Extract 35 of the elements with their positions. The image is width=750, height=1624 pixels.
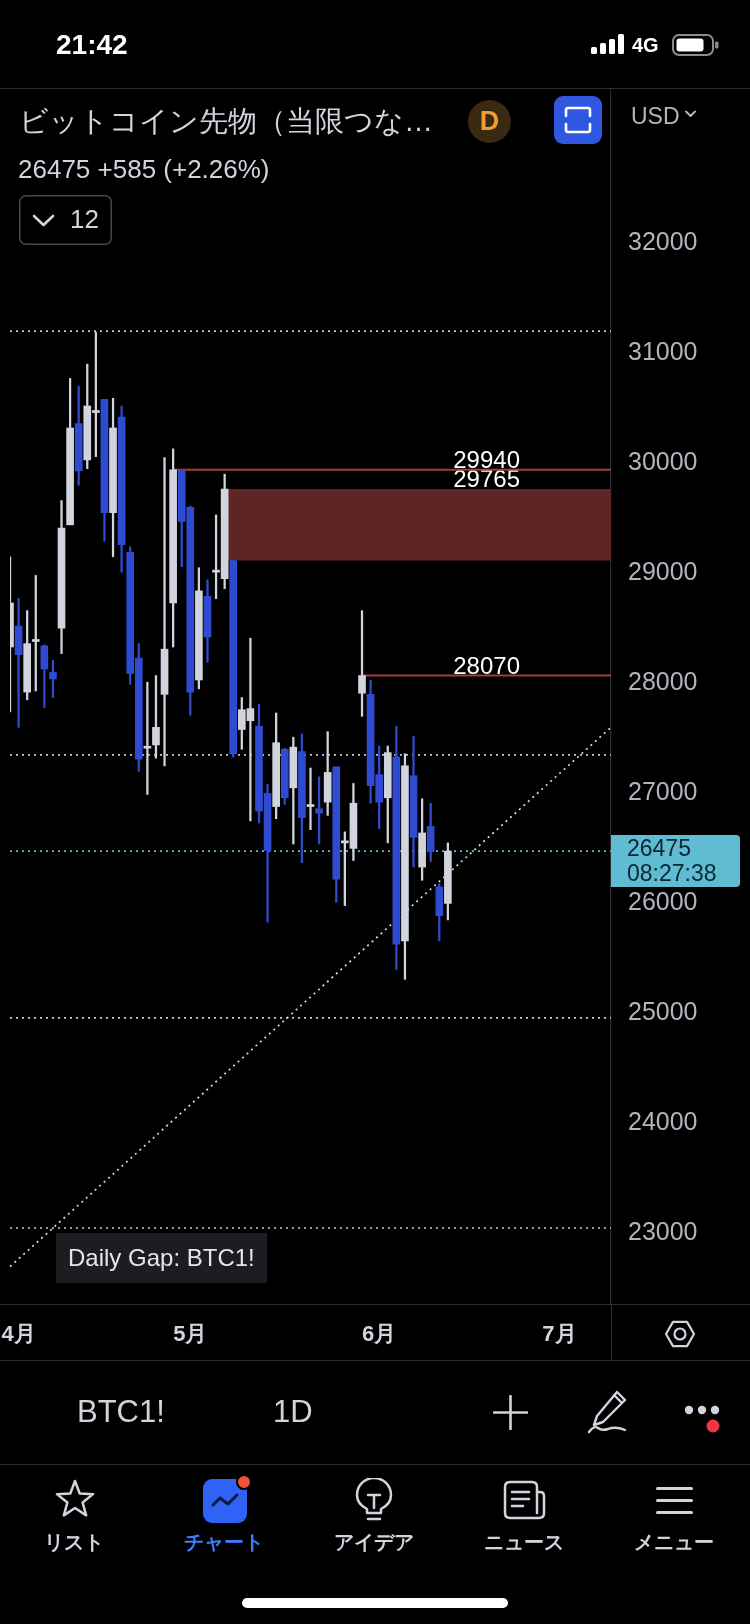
x-tick-label: 6月 <box>362 1321 397 1347</box>
y-tick-label: 30000 <box>628 447 698 476</box>
y-tick-label: 25000 <box>628 997 698 1026</box>
x-tick-label: 5月 <box>173 1321 208 1347</box>
x-tick-label: 4月 <box>1 1321 36 1347</box>
text: USD <box>631 102 680 131</box>
text: 26475 +585 (+2.26%) <box>18 153 270 185</box>
text: ビットコイン先物（当限つな… <box>19 104 433 138</box>
candlestick <box>143 681 152 795</box>
candlestick <box>14 598 23 728</box>
text: リスト <box>44 1530 104 1555</box>
y-tick-label: 24000 <box>628 1107 698 1136</box>
ref-line-label: 26475 <box>627 835 692 862</box>
text: 4G <box>632 33 659 58</box>
candlestick <box>306 767 315 830</box>
y-tick-label: 23000 <box>628 1217 698 1246</box>
text: 21:42 <box>56 28 128 62</box>
y-tick-label: 29000 <box>628 557 698 586</box>
y-tick-label: 32000 <box>628 226 698 255</box>
annotation: Daily Gap: BTC1! <box>56 1233 267 1283</box>
y-tick-label: 26000 <box>628 887 698 916</box>
text: メニュー <box>634 1530 714 1555</box>
text: チャート <box>184 1530 264 1555</box>
text: ニュース <box>484 1530 564 1555</box>
ref-line-label: 28070 <box>453 651 520 679</box>
y-tick-label: 28000 <box>628 667 698 696</box>
y-tick-label: 27000 <box>628 777 698 806</box>
candlestick <box>160 457 169 767</box>
x-tick-label: 7月 <box>542 1321 577 1347</box>
y-tick-label: 31000 <box>628 337 698 366</box>
text: 1D <box>273 1393 313 1431</box>
text: BTC1! <box>77 1393 165 1431</box>
text: 08:27:38 <box>627 860 717 887</box>
text: アイデア <box>334 1530 414 1555</box>
annotation: 12 <box>70 204 99 234</box>
